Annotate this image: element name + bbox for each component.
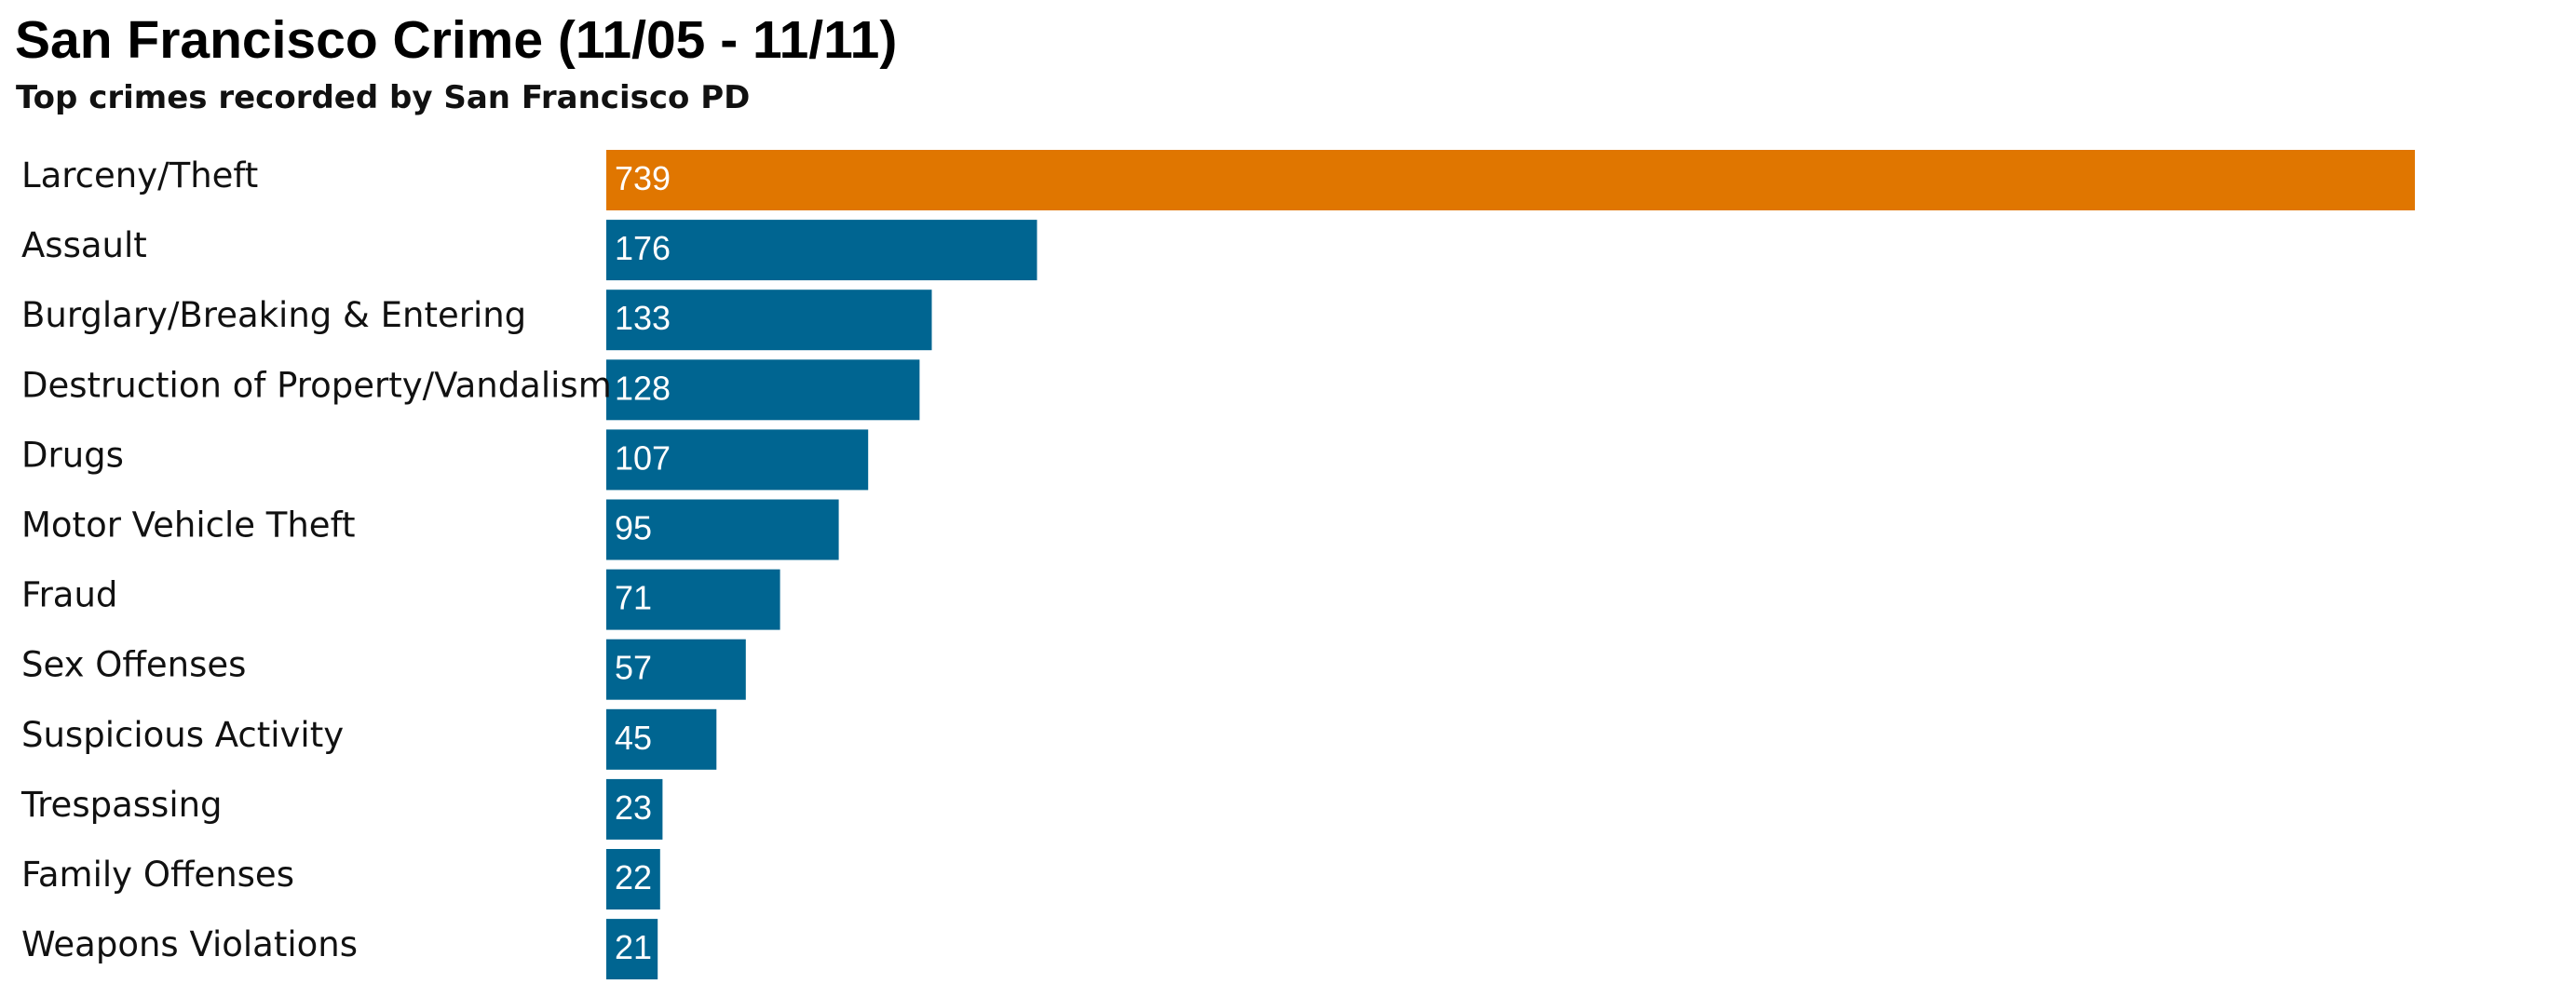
category-label: Sex Offenses bbox=[21, 645, 246, 685]
value-label: 739 bbox=[615, 159, 671, 197]
category-label: Destruction of Property/Vandalism bbox=[21, 365, 612, 405]
category-label: Family Offenses bbox=[21, 855, 294, 895]
bar bbox=[606, 220, 1037, 281]
bar bbox=[606, 919, 658, 980]
bar bbox=[606, 499, 839, 560]
bar bbox=[606, 778, 663, 840]
value-label: 22 bbox=[615, 858, 652, 896]
bar bbox=[606, 639, 746, 700]
value-label: 128 bbox=[615, 369, 671, 407]
value-label: 45 bbox=[615, 719, 652, 757]
category-label: Motor Vehicle Theft bbox=[21, 505, 355, 546]
value-label: 107 bbox=[615, 438, 671, 477]
category-label: Fraud bbox=[21, 575, 117, 615]
chart-subtitle: Top crimes recorded by San Francisco PD bbox=[16, 79, 751, 116]
category-label: Assault bbox=[21, 225, 147, 265]
bar bbox=[606, 429, 869, 491]
category-label: Burglary/Breaking & Entering bbox=[21, 295, 526, 335]
category-label: Weapons Violations bbox=[21, 924, 358, 964]
category-label: Trespassing bbox=[20, 785, 223, 825]
category-label: Larceny/Theft bbox=[21, 155, 258, 195]
value-label: 71 bbox=[615, 579, 652, 617]
value-label: 95 bbox=[615, 509, 652, 547]
chart-title: San Francisco Crime (11/05 - 11/11) bbox=[15, 10, 898, 70]
value-label: 133 bbox=[615, 299, 671, 337]
bar bbox=[606, 359, 920, 421]
value-label: 57 bbox=[615, 649, 652, 687]
value-label: 21 bbox=[615, 928, 652, 966]
category-label: Suspicious Activity bbox=[21, 715, 344, 755]
bar bbox=[606, 569, 780, 630]
value-label: 23 bbox=[615, 788, 652, 827]
category-label: Drugs bbox=[21, 435, 124, 475]
bar bbox=[606, 708, 717, 770]
bar bbox=[606, 150, 2415, 210]
bar bbox=[606, 849, 660, 909]
value-label: 176 bbox=[615, 229, 671, 267]
bar bbox=[606, 290, 932, 351]
